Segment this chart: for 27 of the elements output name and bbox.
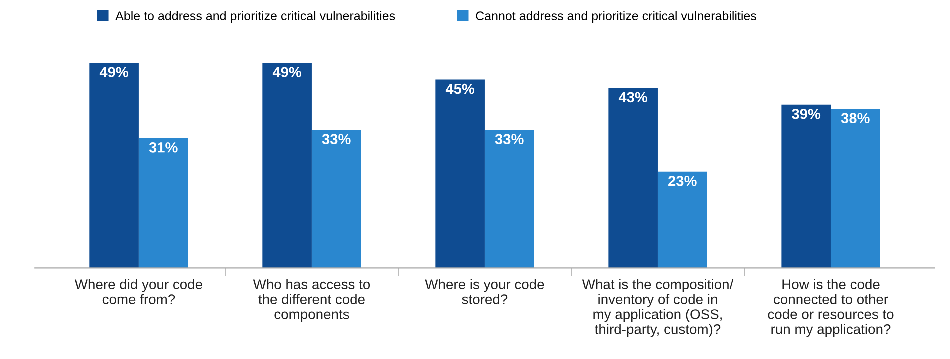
data-label: 31% — [149, 142, 178, 153]
bar — [782, 104, 831, 268]
bar — [608, 88, 658, 268]
bar — [830, 109, 880, 268]
data-label: 43% — [618, 92, 648, 103]
bar — [90, 62, 139, 268]
bar — [262, 62, 312, 268]
data-label: 33% — [322, 134, 351, 144]
data-label: 45% — [446, 84, 475, 94]
bar — [138, 138, 188, 268]
bar — [484, 130, 534, 268]
bar — [312, 130, 362, 268]
legend-label: Able to address and prioritize critical vulnerabilities — [116, 11, 396, 23]
x-tick-label: Who has access to the different code components — [253, 279, 370, 322]
x-tick-label: Where did your code come from? — [74, 279, 202, 304]
data-label: 23% — [668, 176, 697, 186]
data-label: 33% — [495, 134, 524, 144]
x-tick-label: How is the code connected to other code or resources to run my application? — [768, 279, 894, 338]
data-label: 38% — [841, 113, 870, 124]
data-label: 39% — [792, 108, 821, 120]
bar — [436, 80, 485, 268]
bar — [658, 172, 708, 268]
x-tick-label: Where is your code stored? — [425, 279, 544, 304]
data-label: 49% — [100, 67, 129, 78]
x-tick-label: What is the composition/ inventory of code in my application (OSS, third-party, custom)? — [582, 279, 734, 338]
legend-label: Cannot address and prioritize critical vulnerabilities — [476, 11, 756, 23]
data-label: 49% — [272, 67, 302, 78]
